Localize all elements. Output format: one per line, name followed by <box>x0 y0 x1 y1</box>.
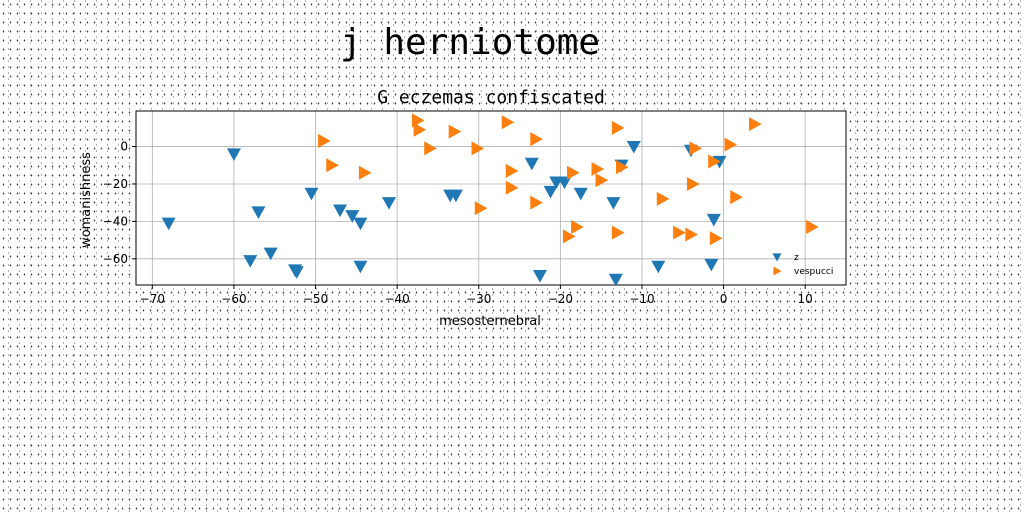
series-z <box>161 140 727 287</box>
legend: z vespucci <box>772 253 833 277</box>
data-point-z <box>606 197 621 210</box>
data-point-z <box>345 210 360 223</box>
figure-title: j herniotome <box>340 22 601 63</box>
x-tick-label: −30 <box>466 292 491 306</box>
data-point-z <box>226 148 241 162</box>
data-point-vespucci <box>611 225 625 240</box>
data-point-z <box>608 273 623 287</box>
legend-label: vespucci <box>794 267 833 277</box>
data-point-z <box>353 260 368 274</box>
data-points <box>161 113 819 287</box>
data-point-vespucci <box>358 165 372 180</box>
data-point-z <box>573 187 588 201</box>
x-tick-label: −70 <box>140 292 165 306</box>
data-point-z <box>333 204 348 218</box>
data-point-vespucci <box>709 231 723 246</box>
x-tick-label: −20 <box>548 292 573 306</box>
y-tick-label: −20 <box>103 177 128 191</box>
x-tick-label: −60 <box>221 292 246 306</box>
data-point-vespucci <box>708 154 721 169</box>
legend-marker-z <box>772 253 782 262</box>
data-point-vespucci <box>748 117 762 132</box>
data-point-vespucci <box>505 163 519 178</box>
data-point-vespucci <box>530 195 543 210</box>
data-point-vespucci <box>413 122 427 137</box>
data-point-vespucci <box>689 141 703 156</box>
series-vespucci <box>318 113 819 246</box>
x-tick-label: 10 <box>798 292 813 306</box>
y-tick-label: 0 <box>120 140 128 154</box>
data-point-vespucci <box>685 227 698 242</box>
data-point-vespucci <box>448 124 462 139</box>
data-point-vespucci <box>318 133 331 148</box>
data-point-z <box>704 258 719 272</box>
data-point-z <box>706 213 721 227</box>
data-point-z <box>251 206 266 220</box>
data-point-z <box>289 266 304 279</box>
data-point-vespucci <box>562 229 576 244</box>
data-point-z <box>263 247 278 261</box>
data-point-z <box>532 270 547 283</box>
data-point-vespucci <box>474 201 488 216</box>
data-point-vespucci <box>567 165 580 180</box>
legend-marker-vespucci <box>773 266 782 276</box>
y-tick-label: −40 <box>103 214 128 228</box>
axis-ticks: −70 −60 −50 −40 −30 −20 −10 0 10 0 −20 −40 −60 <box>103 140 813 306</box>
data-point-vespucci <box>611 120 625 135</box>
x-axis-label: mesosternebral <box>439 314 541 329</box>
data-point-vespucci <box>730 190 743 205</box>
data-point-vespucci <box>571 220 584 234</box>
data-point-z <box>243 255 258 268</box>
data-point-z <box>381 197 396 210</box>
data-point-z <box>524 157 539 171</box>
data-point-z <box>353 217 368 231</box>
data-point-z <box>543 185 558 199</box>
data-point-vespucci <box>615 160 629 175</box>
data-point-vespucci <box>724 137 738 152</box>
data-point-vespucci <box>530 132 543 147</box>
plot-area-frame <box>135 110 847 286</box>
x-tick-label: 0 <box>720 292 728 306</box>
data-point-vespucci <box>424 141 437 156</box>
data-point-vespucci <box>591 162 605 176</box>
legend-label: z <box>794 253 799 263</box>
data-point-vespucci <box>686 176 700 191</box>
data-point-vespucci <box>806 220 819 234</box>
data-point-z <box>448 189 463 203</box>
y-axis-label: womanishness <box>79 152 94 248</box>
data-point-vespucci <box>501 115 515 130</box>
data-point-vespucci <box>505 180 519 195</box>
data-point-z <box>557 176 572 190</box>
data-point-z <box>304 187 319 201</box>
x-tick-label: −50 <box>303 292 328 306</box>
data-point-vespucci <box>326 158 339 173</box>
data-point-vespucci <box>595 173 609 188</box>
y-tick-label: −60 <box>103 252 128 266</box>
x-tick-label: −10 <box>629 292 654 306</box>
data-point-z <box>161 217 176 231</box>
data-point-z <box>626 140 641 154</box>
data-point-vespucci <box>673 225 686 240</box>
data-point-vespucci <box>471 141 485 156</box>
x-tick-label: −40 <box>384 292 409 306</box>
data-point-vespucci <box>656 191 670 206</box>
chart-title: G eczemas confiscated <box>377 87 605 108</box>
data-point-z <box>651 260 666 274</box>
